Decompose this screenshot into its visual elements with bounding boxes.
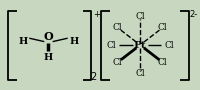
Text: Cl: Cl xyxy=(135,12,145,21)
Text: Cl: Cl xyxy=(106,40,116,50)
Text: Pt: Pt xyxy=(134,40,146,50)
Text: H: H xyxy=(44,53,53,62)
Text: Cl: Cl xyxy=(113,58,123,67)
Text: H: H xyxy=(18,37,28,46)
Text: Cl: Cl xyxy=(165,40,174,50)
Text: Cl: Cl xyxy=(135,69,145,78)
Text: 2: 2 xyxy=(90,72,97,82)
Text: H: H xyxy=(69,37,78,46)
Text: 2-: 2- xyxy=(190,10,198,19)
Text: Cl: Cl xyxy=(113,23,123,32)
Text: Cl: Cl xyxy=(158,58,167,67)
Text: O: O xyxy=(44,31,53,42)
Text: Cl: Cl xyxy=(158,23,167,32)
Text: +: + xyxy=(93,10,100,19)
